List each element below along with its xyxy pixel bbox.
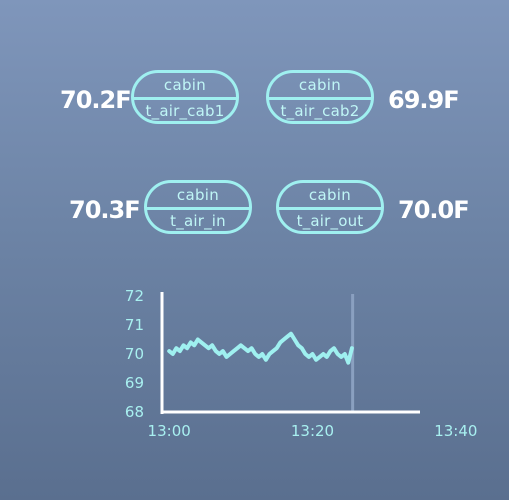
- y-tick-label: 69: [125, 374, 144, 392]
- y-tick-labels: 72 71 70 69 68: [125, 287, 144, 421]
- y-tick-label: 72: [125, 287, 144, 305]
- series-line-cabin-temperature: [169, 334, 352, 363]
- y-tick-label: 71: [125, 316, 144, 334]
- y-tick-label: 70: [125, 345, 144, 363]
- x-tick-labels: 13:00 13:20 13:40: [148, 422, 478, 440]
- x-tick-label: 13:20: [291, 422, 334, 440]
- x-tick-label: 13:00: [148, 422, 191, 440]
- y-tick-label: 68: [125, 403, 144, 421]
- x-tick-label: 13:40: [434, 422, 477, 440]
